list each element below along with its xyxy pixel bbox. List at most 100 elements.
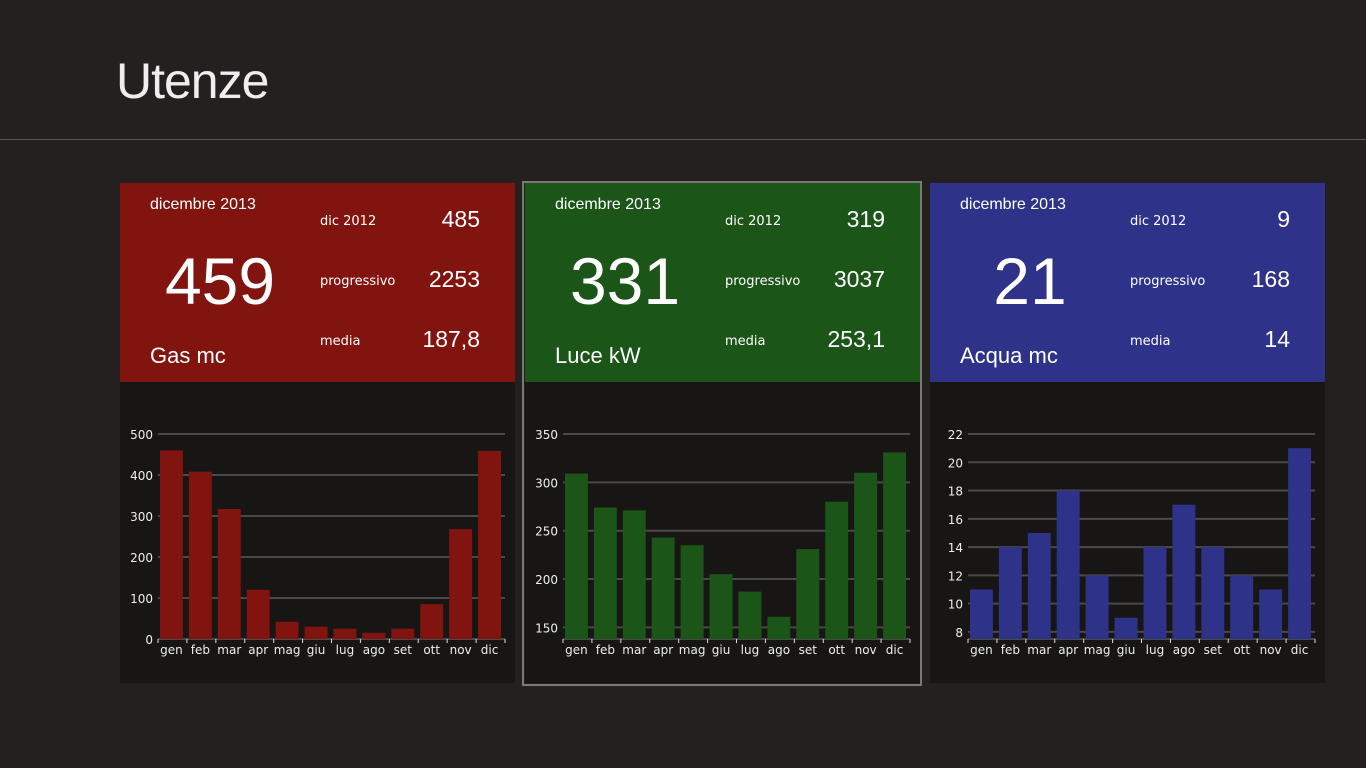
x-tick-label: ott bbox=[828, 643, 845, 657]
x-tick-label: ago bbox=[768, 643, 790, 657]
bar-feb bbox=[998, 547, 1022, 639]
x-tick-label: feb bbox=[191, 643, 210, 657]
x-tick-label: apr bbox=[653, 643, 673, 657]
stat-value: 485 bbox=[441, 206, 480, 232]
bar-set bbox=[1201, 547, 1225, 639]
bar-mag bbox=[275, 621, 299, 639]
bar-ott bbox=[420, 604, 444, 639]
tile-gas[interactable]: dicembre 2013 459 Gas mc dic 2012 485 prog… bbox=[120, 183, 515, 683]
bar-ott bbox=[825, 501, 849, 639]
bar-gen bbox=[970, 589, 993, 639]
bar-nov bbox=[449, 529, 473, 639]
period-label: dicembre 2013 bbox=[555, 196, 661, 213]
bar-mar bbox=[217, 509, 241, 639]
bar-apr bbox=[246, 589, 270, 639]
bar-dic bbox=[1288, 448, 1311, 639]
stat-value: 319 bbox=[846, 206, 885, 232]
bar-lug bbox=[738, 591, 762, 639]
x-tick-label: dic bbox=[886, 643, 904, 657]
x-tick-label: mag bbox=[1084, 643, 1111, 657]
bar-feb bbox=[188, 471, 212, 639]
bar-giu bbox=[709, 574, 733, 639]
x-tick-label: lug bbox=[1146, 643, 1165, 657]
y-tick-label: 400 bbox=[130, 469, 153, 483]
x-tick-label: ago bbox=[1173, 643, 1195, 657]
current-value: 21 bbox=[993, 244, 1067, 318]
bar-mar bbox=[1027, 532, 1051, 639]
stat-value: 9 bbox=[1277, 206, 1290, 232]
x-tick-label: lug bbox=[741, 643, 760, 657]
bar-lug bbox=[1143, 547, 1167, 639]
y-tick-label: 10 bbox=[948, 598, 963, 612]
y-tick-label: 300 bbox=[535, 476, 558, 490]
current-value: 459 bbox=[164, 244, 276, 318]
bar-lug bbox=[333, 628, 357, 639]
x-tick-label: ott bbox=[1233, 643, 1250, 657]
period-label: dicembre 2013 bbox=[960, 196, 1066, 213]
stat-label: media bbox=[1130, 334, 1171, 349]
y-tick-label: 12 bbox=[948, 569, 963, 583]
bar-mar bbox=[622, 510, 646, 639]
stat-value: 253,1 bbox=[827, 326, 885, 352]
stat-value: 187,8 bbox=[422, 326, 480, 352]
x-tick-label: set bbox=[799, 643, 818, 657]
selection-border bbox=[522, 181, 922, 686]
bar-mag bbox=[680, 545, 704, 639]
stat-label: progressivo bbox=[1130, 274, 1206, 289]
stat-value: 3037 bbox=[833, 266, 885, 292]
x-tick-label: giu bbox=[712, 643, 731, 657]
stat-value: 168 bbox=[1251, 266, 1290, 292]
utility-name: Luce kW bbox=[555, 343, 641, 368]
bar-giu bbox=[304, 626, 328, 639]
bar-set bbox=[391, 628, 415, 639]
bar-nov bbox=[1259, 589, 1283, 639]
x-tick-label: dic bbox=[1291, 643, 1309, 657]
x-tick-label: gen bbox=[565, 643, 588, 657]
current-value: 331 bbox=[569, 244, 681, 318]
utility-name: Gas mc bbox=[150, 343, 226, 368]
y-tick-label: 350 bbox=[535, 428, 558, 442]
bar-gen bbox=[565, 473, 588, 639]
x-tick-label: set bbox=[1204, 643, 1223, 657]
stat-label: dic 2012 bbox=[725, 214, 782, 229]
x-tick-label: mar bbox=[217, 643, 241, 657]
tile-luce[interactable]: dicembre 2013 331 Luce kW dic 2012 319 pro… bbox=[525, 183, 920, 683]
x-tick-label: giu bbox=[1117, 643, 1136, 657]
x-tick-label: nov bbox=[450, 643, 472, 657]
tile-header: dicembre 2013 459 Gas mc dic 2012 485 prog… bbox=[120, 183, 515, 382]
x-tick-label: feb bbox=[596, 643, 615, 657]
bar-gen bbox=[160, 450, 183, 639]
header-divider bbox=[0, 139, 1366, 140]
y-tick-label: 22 bbox=[948, 428, 963, 442]
y-tick-label: 300 bbox=[130, 510, 153, 524]
tile-acqua[interactable]: dicembre 2013 21 Acqua mc dic 2012 9 progr… bbox=[930, 183, 1325, 683]
bar-ago bbox=[1172, 504, 1196, 639]
x-tick-label: giu bbox=[307, 643, 326, 657]
y-tick-label: 250 bbox=[535, 525, 558, 539]
x-tick-label: mar bbox=[622, 643, 646, 657]
bar-nov bbox=[854, 472, 878, 639]
stat-label: progressivo bbox=[320, 274, 396, 289]
bar-chart: 150 200 250 300 350 gen feb mar apr mag giu lug ago s… bbox=[535, 428, 911, 657]
stat-label: media bbox=[725, 334, 766, 349]
stat-label: progressivo bbox=[725, 274, 801, 289]
x-tick-label: gen bbox=[970, 643, 993, 657]
y-tick-label: 14 bbox=[948, 541, 963, 555]
y-tick-label: 500 bbox=[130, 428, 153, 442]
y-tick-label: 16 bbox=[948, 513, 963, 527]
x-tick-label: feb bbox=[1001, 643, 1020, 657]
tile-header: dicembre 2013 331 Luce kW dic 2012 319 pro… bbox=[525, 183, 920, 382]
page-title: Utenze bbox=[116, 53, 269, 109]
bar-ago bbox=[767, 616, 791, 639]
bar-ott bbox=[1230, 575, 1254, 639]
x-tick-label: gen bbox=[160, 643, 183, 657]
bar-dic bbox=[478, 450, 501, 639]
bar-apr bbox=[651, 537, 675, 639]
x-tick-label: mag bbox=[679, 643, 706, 657]
bar-mag bbox=[1085, 575, 1109, 639]
stat-value: 14 bbox=[1264, 326, 1290, 352]
x-tick-label: set bbox=[394, 643, 413, 657]
bar-set bbox=[796, 549, 820, 639]
x-tick-label: mar bbox=[1027, 643, 1051, 657]
stat-value: 2253 bbox=[428, 266, 480, 292]
